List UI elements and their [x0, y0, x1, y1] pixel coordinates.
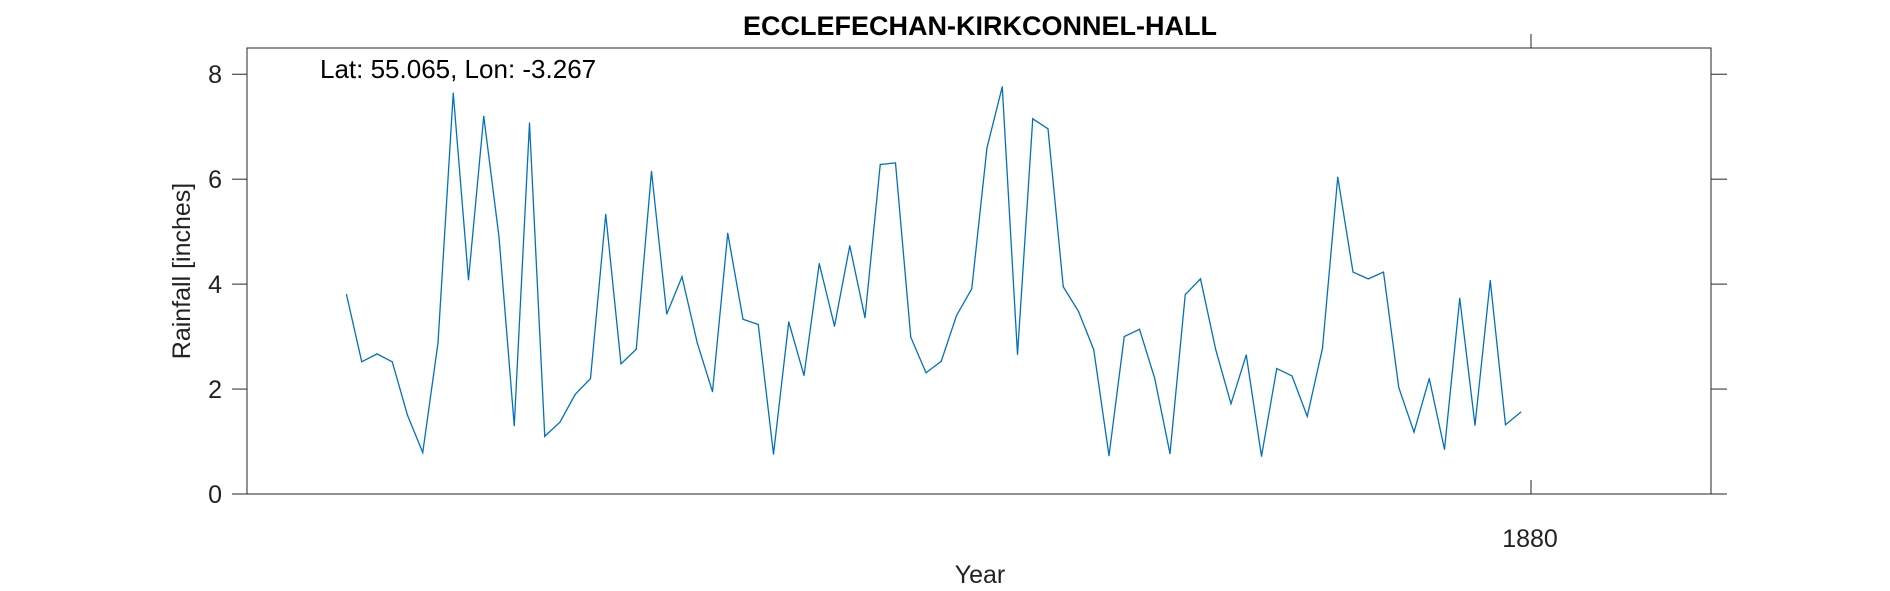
data-point — [971, 288, 973, 290]
data-point — [498, 236, 500, 238]
data-point — [483, 115, 485, 117]
data-point — [1108, 455, 1110, 457]
data-point — [1154, 377, 1156, 380]
data-point — [635, 348, 637, 350]
data-point — [1199, 278, 1202, 280]
data-point — [1306, 415, 1308, 417]
data-point — [1001, 86, 1003, 88]
data-point — [1443, 448, 1446, 450]
data-point — [1352, 271, 1354, 273]
data-point — [666, 313, 668, 315]
data-point — [1321, 347, 1324, 349]
data-point — [864, 317, 866, 319]
data-point — [1047, 128, 1049, 130]
data-point — [345, 294, 348, 296]
data-point — [1276, 368, 1278, 370]
data-point — [559, 421, 561, 423]
data-point — [574, 393, 576, 395]
y-axis-ticks: 0 2 4 6 8 — [208, 61, 1727, 509]
data-point — [1504, 424, 1507, 426]
data-point — [1062, 286, 1064, 288]
data-point — [788, 321, 790, 323]
plot-frame — [246, 47, 1727, 495]
data-point — [894, 162, 897, 164]
data-point — [940, 360, 942, 362]
y-tick-label: 4 — [208, 271, 222, 299]
data-point — [1291, 375, 1293, 377]
x-tick-label-1880: 1880 — [1502, 525, 1558, 553]
data-point — [1093, 349, 1095, 351]
y-axis-label: Rainfall [inches] — [168, 183, 196, 359]
data-point — [391, 361, 393, 363]
data-point — [1428, 377, 1430, 380]
data-point — [452, 92, 454, 94]
data-point — [910, 336, 912, 338]
data-point — [757, 323, 759, 326]
data-point — [528, 122, 531, 124]
data-point — [1382, 271, 1385, 273]
y-tick-label: 2 — [208, 376, 222, 404]
data-point — [1123, 335, 1125, 338]
chart-title: ECCLEFECHAN-KIRKCONNEL-HALL — [743, 11, 1217, 41]
series-line — [345, 86, 1522, 457]
data-point — [986, 147, 988, 149]
data-point — [955, 315, 958, 317]
data-point — [849, 245, 851, 247]
data-point — [833, 325, 836, 327]
data-point — [376, 353, 378, 355]
y-tick-label: 0 — [208, 481, 222, 509]
data-point — [803, 374, 805, 377]
location-annotation: Lat: 55.065, Lon: -3.267 — [320, 54, 596, 84]
data-point — [1489, 279, 1491, 282]
data-point — [406, 414, 409, 416]
data-point — [1367, 278, 1369, 280]
data-point — [1520, 411, 1522, 413]
y-tick-label: 8 — [208, 61, 222, 89]
data-point — [1138, 328, 1141, 330]
data-point — [727, 232, 729, 234]
series-layer — [345, 86, 1522, 457]
data-point — [1032, 118, 1034, 120]
data-point — [544, 435, 546, 437]
data-point — [742, 318, 744, 320]
data-point — [589, 377, 592, 380]
data-point — [1230, 403, 1232, 405]
data-point — [1398, 386, 1400, 389]
data-point — [605, 213, 607, 215]
data-point — [1413, 431, 1415, 433]
data-point — [925, 372, 927, 374]
data-point — [513, 425, 515, 427]
data-point — [1077, 310, 1080, 312]
y-tick-label: 6 — [208, 166, 222, 194]
data-point — [422, 451, 424, 454]
data-point — [620, 363, 622, 365]
data-point — [1474, 424, 1476, 426]
data-point — [1215, 349, 1217, 351]
data-point — [711, 391, 714, 393]
data-point — [1245, 354, 1247, 356]
data-point — [1016, 353, 1019, 356]
x-axis-label: Year — [955, 561, 1006, 589]
data-point — [361, 361, 363, 363]
data-point — [681, 276, 683, 278]
data-point — [879, 163, 881, 166]
data-point — [818, 263, 820, 265]
plot-box — [246, 47, 1712, 495]
data-point — [1169, 453, 1171, 455]
data-point — [437, 342, 439, 344]
data-point — [467, 279, 470, 281]
data-point — [1260, 455, 1263, 457]
data-point — [1337, 176, 1339, 178]
data-point — [1459, 297, 1461, 299]
data-point — [696, 342, 698, 344]
data-point — [1184, 294, 1186, 296]
data-point — [650, 170, 653, 172]
data-point — [772, 453, 775, 455]
